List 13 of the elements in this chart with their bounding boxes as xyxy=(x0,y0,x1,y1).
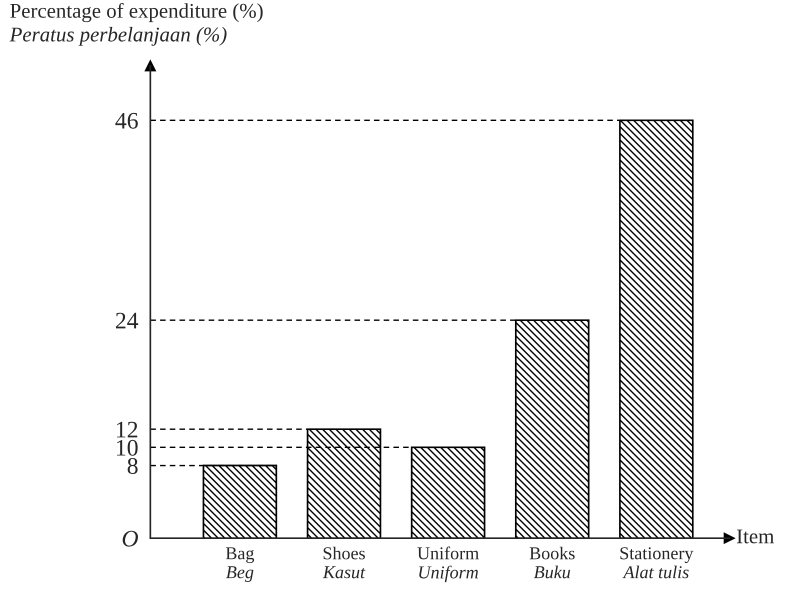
x-tick-label: Bag Beg xyxy=(226,547,254,582)
y-axis-title: Percentage of expenditure (%) Peratus perbelanjaan (%) xyxy=(10,2,263,46)
y-tick-label: O xyxy=(122,530,138,547)
y-tick-label: 10 xyxy=(117,440,138,456)
y-tick-label: 8 xyxy=(128,458,138,474)
x-tick-label: Uniform Uniform xyxy=(417,546,479,582)
x-tick-label: Books Buku xyxy=(530,546,575,578)
x-tick-label: Stationery Alat tulis xyxy=(620,547,694,578)
x-tick-label: Shoes Kasut xyxy=(322,546,366,578)
x-axis-title: Item xyxy=(736,530,774,544)
y-tick-label: 12 xyxy=(117,422,138,438)
y-tick-label: 46 xyxy=(115,112,138,129)
y-tick-label: 24 xyxy=(116,312,138,328)
